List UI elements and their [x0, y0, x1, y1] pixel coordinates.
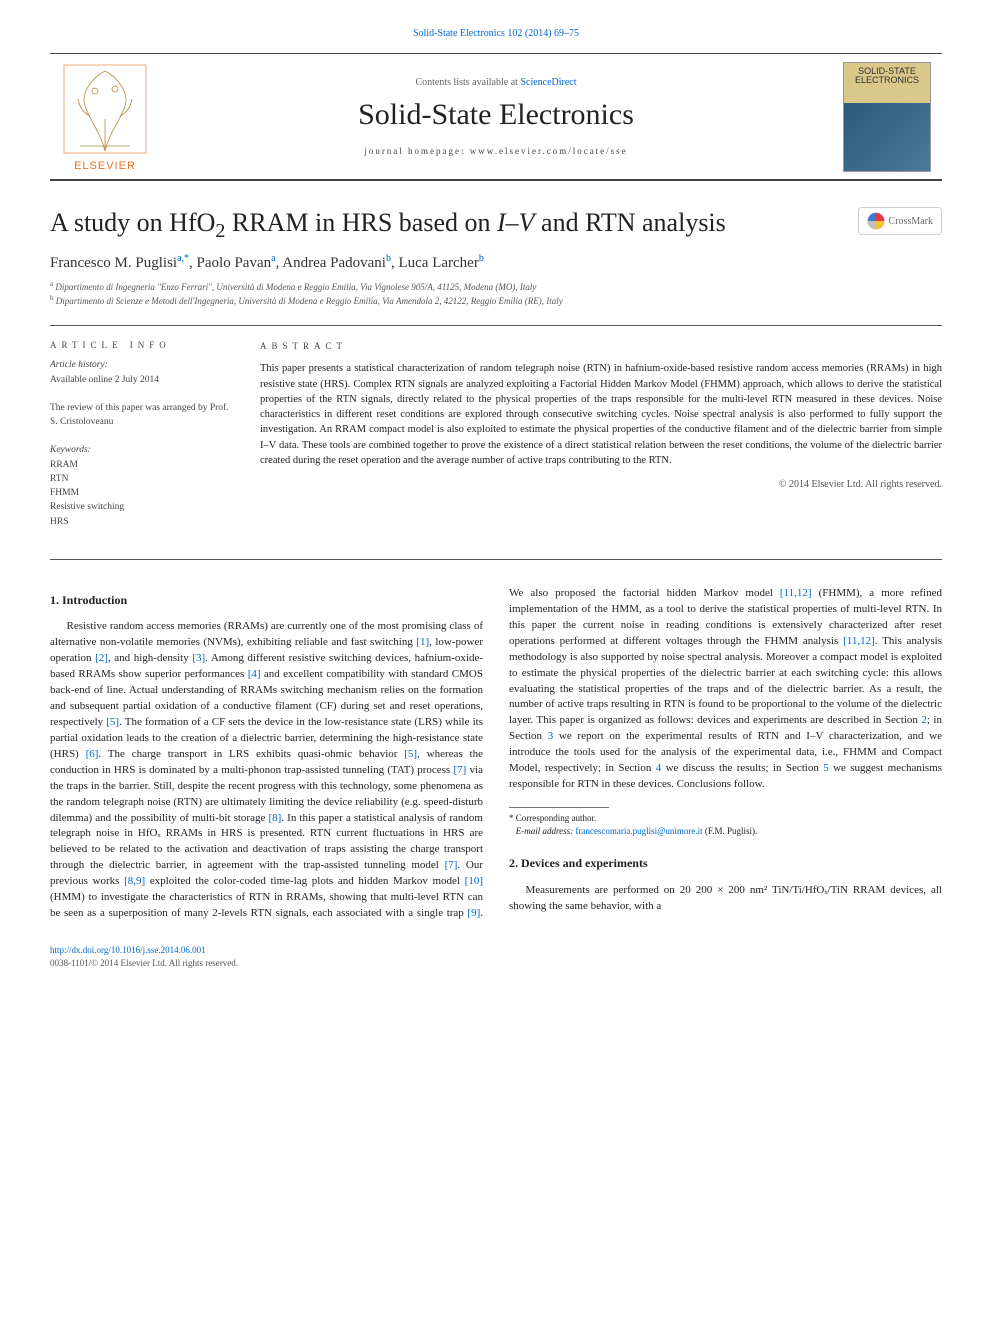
ref-link[interactable]: [8]: [268, 812, 281, 824]
body-columns: 1. Introduction Resistive random access …: [50, 586, 942, 922]
body-text: . The charge transport in LRS exhibits q…: [98, 748, 404, 760]
email-label: E-mail address:: [516, 826, 573, 836]
ref-link[interactable]: [5]: [106, 716, 119, 728]
ref-link[interactable]: [8,9]: [124, 875, 145, 887]
body-text: tunneling model: [364, 859, 445, 871]
sciencedirect-link[interactable]: ScienceDirect: [520, 77, 576, 88]
ref-link[interactable]: [10]: [465, 875, 483, 887]
keyword: FHMM: [50, 486, 238, 500]
body-text: . This analysis methodology is also supp…: [509, 635, 942, 727]
homepage-line: journal homepage: www.elsevier.com/locat…: [364, 146, 627, 156]
abstract: abstract This paper presents a statistic…: [260, 340, 942, 543]
section-heading-intro: 1. Introduction: [50, 592, 483, 609]
ref-link[interactable]: [7]: [453, 764, 466, 776]
author-name: Andrea Padovani: [282, 255, 386, 271]
contents-prefix: Contents lists available at: [415, 77, 520, 88]
page-footer: http://dx.doi.org/10.1016/j.sse.2014.06.…: [50, 944, 942, 969]
affiliation-a: Dipartimento di Ingegneria "Enzo Ferrari…: [55, 282, 536, 292]
journal-header: ELSEVIER Contents lists available at Sci…: [50, 53, 942, 181]
issn-line: 0038-1101/© 2014 Elsevier Ltd. All right…: [50, 957, 942, 970]
crossmark-badge[interactable]: CrossMark: [858, 207, 942, 235]
keyword: RTN: [50, 472, 238, 486]
abstract-copyright: © 2014 Elsevier Ltd. All rights reserved…: [260, 478, 942, 493]
title-part: and RTN analysis: [535, 208, 726, 237]
article-info: article info Article history: Available …: [50, 340, 260, 543]
keyword: HRS: [50, 515, 238, 529]
review-note: The review of this paper was arranged by…: [50, 401, 238, 430]
author-list: Francesco M. Puglisia,*, Paolo Pavana, A…: [50, 253, 942, 272]
homepage-prefix: journal homepage:: [364, 146, 469, 156]
ref-link[interactable]: [11,12]: [780, 587, 812, 599]
ref-link[interactable]: [9]: [467, 907, 480, 919]
ref-link[interactable]: [2]: [95, 652, 108, 664]
history-label: Article history:: [50, 358, 238, 372]
header-middle: Contents lists available at ScienceDirec…: [160, 54, 832, 179]
crossmark-icon: [867, 212, 885, 230]
contents-line: Contents lists available at ScienceDirec…: [415, 77, 576, 88]
author: Paolo Pavana: [197, 255, 276, 271]
info-abstract-row: article info Article history: Available …: [50, 340, 942, 560]
title-italic: I–V: [497, 208, 535, 237]
ref-link[interactable]: [11,12]: [843, 635, 875, 647]
crossmark-label: CrossMark: [889, 216, 933, 227]
keywords-list: RRAM RTN FHMM Resistive switching HRS: [50, 458, 238, 529]
author-marks: a: [271, 253, 275, 264]
abstract-text: This paper presents a statistical charac…: [260, 361, 942, 468]
ref-link[interactable]: [7]: [445, 859, 458, 871]
body-paragraph: Measurements are performed on 20 200 × 2…: [509, 883, 942, 915]
body-text: (HMM) to investigate the characteristics…: [50, 891, 483, 919]
author-marks: b: [479, 253, 484, 264]
divider: [50, 325, 942, 326]
corr-label: Corresponding author.: [516, 813, 597, 823]
body-text: we discuss the results; in Section: [661, 762, 823, 774]
title-subscript: 2: [215, 220, 225, 242]
author: Francesco M. Puglisia,*: [50, 255, 189, 271]
body-text: exploited the color-coded time-lag plots…: [145, 875, 464, 887]
abstract-heading: abstract: [260, 340, 942, 353]
author: Andrea Padovanib: [282, 255, 391, 271]
journal-name: Solid-State Electronics: [358, 98, 634, 132]
doi-link[interactable]: http://dx.doi.org/10.1016/j.sse.2014.06.…: [50, 945, 206, 955]
cover-title-2: ELECTRONICS: [844, 76, 930, 86]
publisher-logo: ELSEVIER: [50, 54, 160, 179]
section-heading-devices: 2. Devices and experiments: [509, 855, 942, 872]
title-block: CrossMark A study on HfO2 RRAM in HRS ba…: [50, 207, 942, 307]
homepage-url: www.elsevier.com/locate/sse: [470, 146, 628, 156]
body-text: , and high-density: [108, 652, 192, 664]
journal-cover: SOLID-STATE ELECTRONICS: [832, 54, 942, 179]
author-marks: b: [386, 253, 391, 264]
corresponding-author: * Corresponding author. E-mail address: …: [509, 812, 942, 837]
author-name: Paolo Pavan: [197, 255, 272, 271]
ref-link[interactable]: [3]: [192, 652, 205, 664]
ref-link[interactable]: [5]: [404, 748, 417, 760]
keyword: RRAM: [50, 458, 238, 472]
ref-link[interactable]: [1]: [416, 636, 429, 648]
ref-link[interactable]: [4]: [248, 668, 261, 680]
author-name: Francesco M. Puglisi: [50, 255, 177, 271]
paper-title: A study on HfO2 RRAM in HRS based on I–V…: [50, 207, 942, 243]
affiliations: a Dipartimento di Ingegneria "Enzo Ferra…: [50, 280, 942, 307]
ref-link[interactable]: [6]: [86, 748, 99, 760]
article-info-heading: article info: [50, 340, 238, 350]
citation-line: Solid-State Electronics 102 (2014) 69–75: [50, 28, 942, 39]
keywords-label: Keywords:: [50, 443, 238, 457]
keyword: Resistive switching: [50, 500, 238, 514]
author: Luca Larcherb: [398, 255, 483, 271]
author-marks: a,*: [177, 253, 189, 264]
publisher-logo-text: ELSEVIER: [74, 160, 136, 172]
email-suffix: (F.M. Puglisi).: [705, 826, 757, 836]
footnote-rule: [509, 807, 609, 808]
affiliation-b: Dipartimento di Scienze e Metodi dell'In…: [56, 296, 563, 306]
title-part: RRAM in HRS based on: [225, 208, 497, 237]
history-value: Available online 2 July 2014: [50, 373, 238, 387]
author-name: Luca Larcher: [398, 255, 478, 271]
email-link[interactable]: francescomaria.puglisi@unimore.it: [575, 826, 702, 836]
title-part: A study on HfO: [50, 208, 215, 237]
